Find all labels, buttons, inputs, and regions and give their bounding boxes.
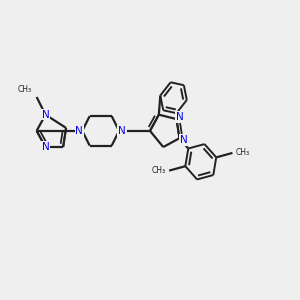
Text: N: N: [76, 126, 83, 136]
Text: N: N: [42, 142, 49, 152]
Text: N: N: [180, 135, 188, 145]
Text: N: N: [42, 110, 49, 120]
Text: CH₃: CH₃: [152, 166, 166, 175]
Text: N: N: [176, 112, 184, 122]
Text: CH₃: CH₃: [18, 85, 32, 94]
Text: N: N: [118, 126, 126, 136]
Text: CH₃: CH₃: [236, 148, 250, 158]
